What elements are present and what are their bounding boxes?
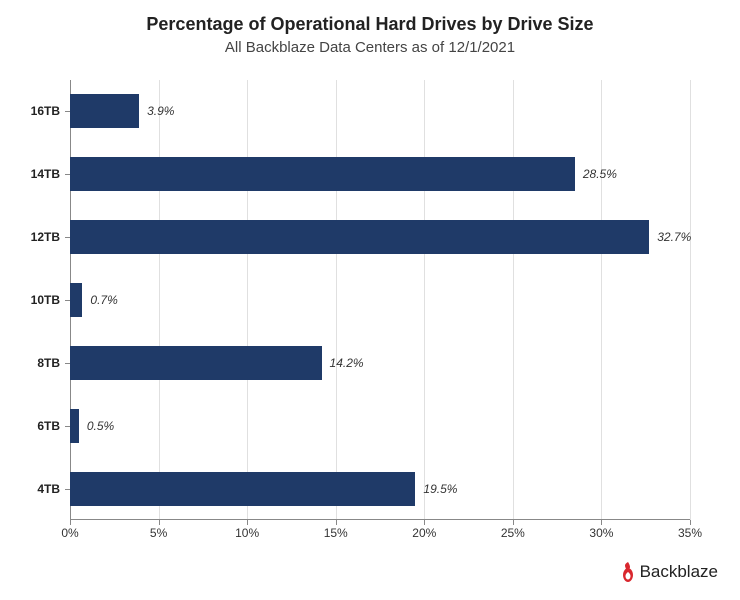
value-label: 19.5% [415, 482, 457, 496]
value-label: 14.2% [322, 356, 364, 370]
value-label: 28.5% [575, 167, 617, 181]
gridline [336, 80, 337, 520]
x-tick-label: 25% [501, 520, 525, 540]
bar [70, 409, 79, 443]
x-tick-label: 35% [678, 520, 702, 540]
x-tick-label: 0% [61, 520, 78, 540]
brand-name: Backblaze [640, 562, 718, 582]
gridline [247, 80, 248, 520]
bar [70, 94, 139, 128]
x-tick-label: 5% [150, 520, 167, 540]
value-label: 32.7% [649, 230, 691, 244]
gridline [690, 80, 691, 520]
y-tick-label: 8TB [37, 356, 70, 370]
gridline [159, 80, 160, 520]
bar [70, 283, 82, 317]
bar [70, 346, 322, 380]
gridline [513, 80, 514, 520]
y-tick-label: 14TB [31, 167, 70, 181]
plot-area: 0%5%10%15%20%25%30%35%16TB3.9%14TB28.5%1… [70, 80, 690, 520]
bar [70, 157, 575, 191]
x-tick-label: 30% [589, 520, 613, 540]
x-tick-label: 20% [412, 520, 436, 540]
brand-logo: Backblaze [620, 562, 718, 582]
value-label: 3.9% [139, 104, 174, 118]
value-label: 0.5% [79, 419, 114, 433]
value-label: 0.7% [82, 293, 117, 307]
x-axis [70, 519, 690, 520]
gridline [424, 80, 425, 520]
bar [70, 472, 415, 506]
gridline [601, 80, 602, 520]
y-tick-label: 10TB [31, 293, 70, 307]
chart-container: Percentage of Operational Hard Drives by… [0, 0, 740, 600]
bar [70, 220, 649, 254]
y-tick-label: 6TB [37, 419, 70, 433]
y-tick-label: 16TB [31, 104, 70, 118]
flame-icon [620, 562, 636, 582]
x-tick-label: 10% [235, 520, 259, 540]
y-tick-label: 12TB [31, 230, 70, 244]
chart-titles: Percentage of Operational Hard Drives by… [0, 0, 740, 56]
y-tick-label: 4TB [37, 482, 70, 496]
x-tick-label: 15% [324, 520, 348, 540]
chart-title: Percentage of Operational Hard Drives by… [0, 14, 740, 35]
chart-subtitle: All Backblaze Data Centers as of 12/1/20… [0, 39, 740, 56]
